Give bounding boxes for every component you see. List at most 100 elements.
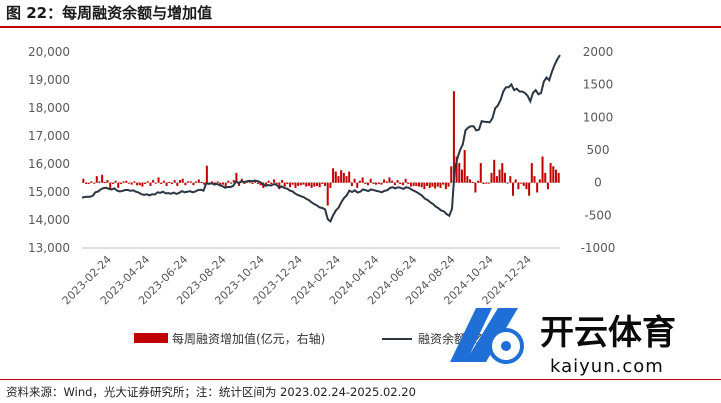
- left-tick-label: 15,000: [28, 185, 70, 199]
- weekly-increase-bar: [493, 159, 496, 183]
- weekly-increase-bar: [536, 182, 539, 193]
- weekly-increase-bar: [439, 182, 442, 188]
- left-axis-ticks: 13,000 14,000 15,000 16,000 17,000 18,000 19,0…: [28, 45, 70, 255]
- weekly-increase-bar: [506, 182, 509, 184]
- weekly-increase-bar: [90, 181, 93, 183]
- weekly-increase-bar: [297, 182, 300, 186]
- weekly-increase-bar: [469, 179, 472, 183]
- weekly-increase-bar: [114, 180, 117, 183]
- weekly-increase-bar: [227, 180, 230, 183]
- weekly-increase-bar: [302, 182, 305, 185]
- weekly-increase-bar: [501, 163, 504, 183]
- weekly-increase-bar: [133, 181, 136, 183]
- weekly-increase-bar: [230, 182, 233, 184]
- weekly-increase-bar: [235, 172, 238, 183]
- weekly-increase-bar: [211, 181, 214, 183]
- weekly-increase-bar: [315, 182, 318, 186]
- weekly-increase-bar: [388, 177, 391, 183]
- weekly-increase-bar: [313, 182, 316, 187]
- weekly-increase-bar: [93, 182, 96, 184]
- right-tick-label: 1000: [583, 110, 614, 124]
- weekly-increase-bar: [358, 180, 361, 183]
- left-tick-label: 17,000: [28, 129, 70, 143]
- weekly-increase-bar: [380, 182, 383, 185]
- weekly-increase-bar: [528, 182, 531, 196]
- weekly-increase-bar: [401, 182, 404, 186]
- balance-line: [81, 54, 561, 224]
- weekly-increase-bar: [192, 182, 195, 186]
- weekly-increase-bar: [170, 182, 173, 184]
- weekly-increase-bar: [533, 176, 536, 183]
- weekly-increase-bar: [136, 182, 139, 186]
- weekly-increase-bar: [460, 169, 463, 183]
- weekly-increase-bar: [270, 182, 273, 184]
- weekly-increase-bar: [377, 182, 380, 184]
- weekly-increase-bar: [283, 182, 286, 187]
- weekly-increase-bar: [520, 182, 523, 184]
- weekly-increase-bar: [383, 179, 386, 183]
- weekly-increase-bar: [111, 182, 114, 184]
- watermark-brand: 开云体育: [540, 313, 676, 353]
- weekly-increase-bar: [318, 182, 321, 188]
- weekly-increase-bar: [294, 182, 297, 188]
- weekly-increase-bar: [479, 163, 482, 183]
- weekly-increase-bar: [372, 182, 375, 184]
- weekly-increase-bar: [369, 178, 372, 183]
- weekly-increase-bar: [337, 176, 340, 183]
- weekly-increase-bar: [452, 91, 455, 183]
- weekly-increase-bar: [165, 182, 168, 186]
- weekly-increase-bar: [256, 182, 259, 184]
- weekly-increase-bar: [138, 182, 141, 186]
- weekly-increase-bar: [144, 182, 147, 184]
- weekly-increase-bar: [477, 180, 480, 183]
- weekly-increase-bar: [431, 182, 434, 187]
- weekly-increase-bar: [474, 182, 477, 193]
- weekly-increase-bar: [525, 182, 528, 190]
- weekly-increase-bar: [366, 182, 369, 186]
- weekly-increase-bar: [375, 182, 378, 185]
- weekly-increase-bar: [442, 182, 445, 185]
- weekly-increase-bar: [248, 181, 251, 183]
- bar-series: [82, 91, 560, 206]
- weekly-increase-bar: [200, 182, 203, 184]
- weekly-increase-bar: [415, 182, 418, 186]
- weekly-increase-bar: [350, 182, 353, 186]
- weekly-increase-bar: [544, 172, 547, 183]
- weekly-increase-bar: [146, 181, 149, 183]
- left-tick-label: 14,000: [28, 213, 70, 227]
- weekly-increase-bar: [512, 182, 515, 196]
- weekly-increase-bar: [487, 182, 490, 184]
- weekly-increase-bar: [305, 182, 308, 187]
- weekly-increase-bar: [184, 182, 187, 186]
- weekly-increase-bar: [423, 182, 426, 190]
- weekly-increase-bar: [203, 182, 206, 185]
- weekly-increase-bar: [554, 169, 557, 183]
- weekly-increase-bar: [275, 182, 278, 184]
- weekly-increase-bar: [289, 182, 292, 188]
- weekly-increase-bar: [281, 180, 284, 183]
- weekly-increase-bar: [109, 182, 112, 190]
- weekly-increase-bar: [101, 174, 104, 183]
- weekly-increase-bar: [307, 182, 310, 186]
- weekly-increase-bar: [127, 182, 130, 184]
- weekly-increase-bar: [353, 178, 356, 183]
- weekly-increase-bar: [130, 182, 133, 185]
- weekly-increase-bar: [154, 182, 157, 184]
- weekly-increase-bar: [85, 182, 88, 184]
- weekly-increase-bar: [310, 182, 313, 188]
- weekly-increase-bar: [396, 180, 399, 183]
- weekly-increase-bar: [189, 181, 192, 183]
- weekly-increase-bar: [243, 182, 246, 184]
- weekly-increase-bar: [324, 182, 327, 186]
- weekly-increase-bar: [221, 182, 224, 185]
- weekly-increase-bar: [259, 182, 262, 186]
- weekly-increase-bar: [103, 182, 106, 184]
- chart-title: 图 22：每周融资余额与增加值: [6, 4, 213, 22]
- weekly-increase-bar: [286, 182, 289, 184]
- weekly-increase-bar: [530, 163, 533, 183]
- weekly-increase-bar: [326, 182, 329, 206]
- weekly-increase-bar: [393, 182, 396, 186]
- weekly-increase-bar: [224, 182, 227, 187]
- weekly-increase-bar: [329, 182, 332, 188]
- weekly-increase-bar: [522, 182, 525, 186]
